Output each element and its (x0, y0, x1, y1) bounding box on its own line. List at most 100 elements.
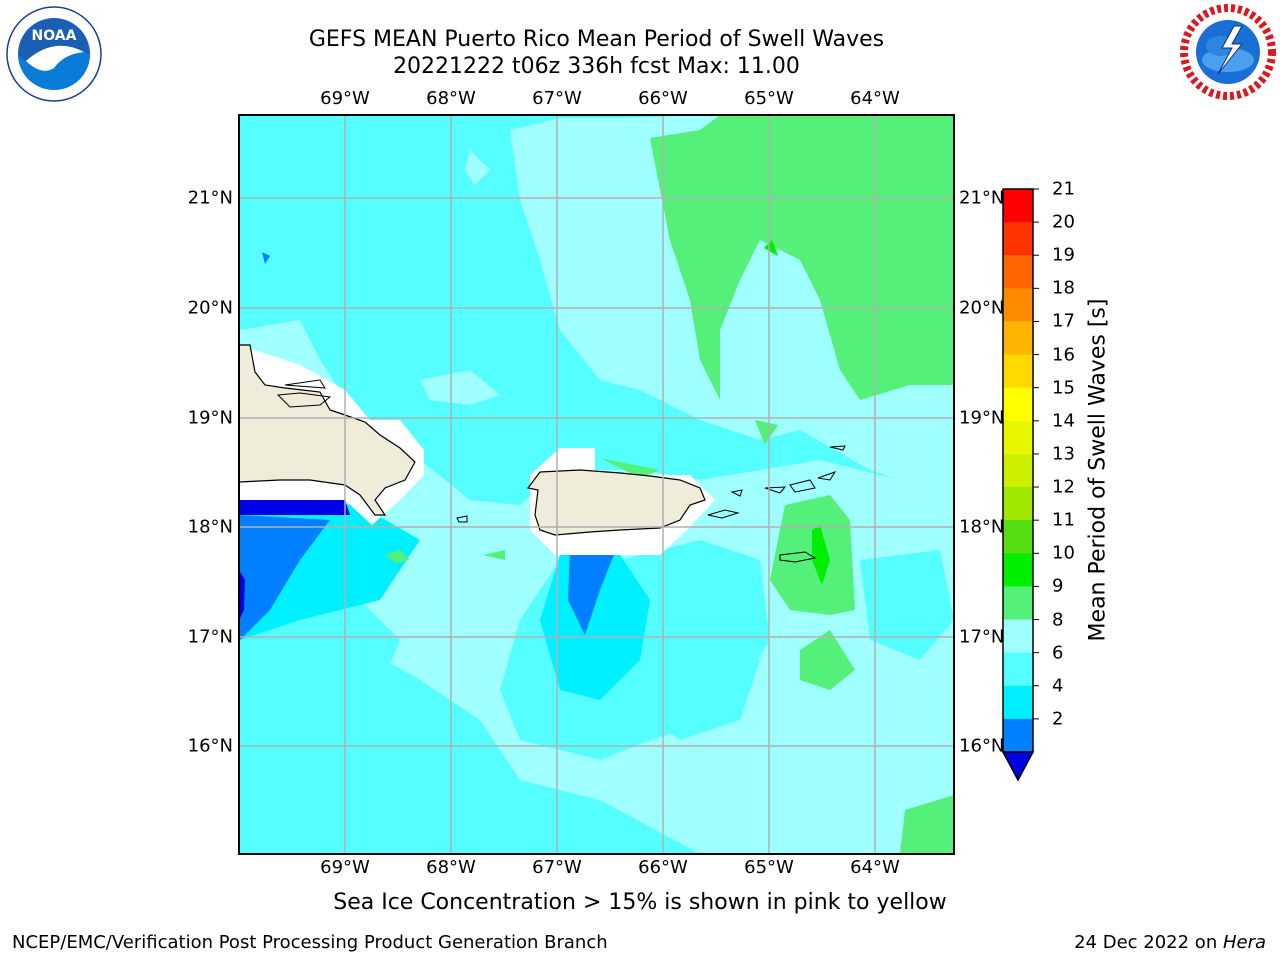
map-subtitle: 20221222 t06z 336h fcst Max: 11.00 (393, 54, 800, 79)
colorbar-tick-label: 11 (1052, 509, 1075, 531)
land-anegada (829, 445, 846, 451)
colorbar-extend-arrow (1001, 751, 1035, 782)
colorbar (1001, 188, 1039, 782)
colorbar-tick-label: 13 (1052, 443, 1075, 465)
swell-region-9-10s (650, 115, 954, 400)
colorbar-tick-label: 10 (1052, 542, 1075, 564)
land-mona-island (456, 515, 468, 523)
land-tortuga (284, 379, 326, 389)
map-title: GEFS MEAN Puerto Rico Mean Period of Swe… (308, 27, 885, 52)
swell-region-8-9s (420, 370, 500, 405)
swell-region-6-8s (860, 550, 954, 660)
colorbar-segment (1003, 453, 1033, 488)
colorbar-segment (1003, 718, 1033, 753)
colorbar-segment (1003, 387, 1033, 422)
swell-region-below-2s (239, 570, 245, 620)
swell-region-10-11s (764, 240, 778, 256)
colorbar-tick-label: 12 (1052, 476, 1075, 498)
swell-region-9-10s (600, 458, 660, 478)
colorbar-frame (1002, 188, 1034, 753)
lon-label: 68°W (426, 857, 476, 878)
land-vieques (707, 509, 740, 519)
colorbar-segment (1003, 685, 1033, 720)
colorbar-tick-label: 6 (1052, 642, 1064, 664)
colorbar-tick-label: 17 (1052, 310, 1075, 332)
lon-label: 67°W (532, 857, 582, 878)
colorbar-segment (1003, 586, 1033, 621)
swell-region-4-6s (540, 555, 650, 700)
colorbar-tick-label: 15 (1052, 377, 1075, 399)
colorbar-segment (1003, 189, 1033, 223)
swell-region-2-4s (262, 252, 270, 264)
svg-text:NOAA: NOAA (32, 28, 77, 44)
colorbar-tick-label: 16 (1052, 344, 1075, 366)
footer-date-text: 24 Dec 2022 on (1074, 932, 1223, 953)
colorbar-tick-label: 14 (1052, 410, 1075, 432)
colorbar-tick-label: 9 (1052, 575, 1064, 597)
swell-region-9-10s (800, 630, 855, 690)
colorbar-segment (1003, 321, 1033, 356)
colorbar-segment (1003, 487, 1033, 521)
lon-label: 67°W (532, 88, 582, 109)
lat-label: 20°N (187, 297, 233, 319)
lon-label: 69°W (320, 88, 370, 109)
colorbar-label: Mean Period of Swell Waves [s] (1085, 298, 1111, 642)
colorbar-tick-label: 20 (1052, 211, 1075, 233)
lon-label: 64°W (850, 857, 900, 878)
lon-label: 69°W (320, 857, 370, 878)
colorbar-segment (1003, 255, 1033, 289)
noaa-logo: NOAA (6, 6, 102, 102)
sea-ice-note: Sea Ice Concentration > 15% is shown in … (0, 890, 1280, 915)
swell-region-below-2s (239, 500, 350, 515)
swell-region-9-10s (385, 550, 410, 563)
lat-label: 20°N (959, 297, 1005, 319)
land-st-croix (779, 551, 817, 563)
lon-label: 66°W (638, 88, 688, 109)
lat-label: 16°N (187, 735, 233, 757)
land-virgin-islands (730, 471, 837, 497)
colorbar-tick-label: 19 (1052, 244, 1075, 266)
land-isla-saona (276, 392, 332, 408)
colorbar-segment (1003, 354, 1033, 389)
footer-credit: NCEP/EMC/Verification Post Processing Pr… (12, 932, 608, 953)
colorbar-segment (1003, 288, 1033, 322)
colorbar-tick-label: 21 (1052, 178, 1075, 200)
swell-region-2-4s (240, 515, 330, 640)
colorbar-segment (1003, 619, 1033, 654)
swell-region-9-10s (483, 550, 505, 560)
colorbar-tick-label: 2 (1052, 708, 1064, 730)
swell-region-10-11s (812, 525, 830, 585)
swell-region-9-10s (900, 795, 954, 854)
lat-label: 17°N (959, 626, 1005, 648)
swell-region-2-4s (568, 550, 615, 635)
swell-region-8-9s (465, 150, 490, 185)
colorbar-segment (1003, 553, 1033, 587)
national-weather-service-logo (1180, 4, 1276, 100)
map-frame (238, 114, 955, 855)
swell-region-6-8s (420, 740, 520, 820)
lon-label: 65°W (744, 88, 794, 109)
lat-label: 21°N (959, 187, 1005, 209)
footer-date: 24 Dec 2022 on Hera (1074, 932, 1266, 953)
graticule (239, 115, 954, 854)
colorbar-tick-label: 4 (1052, 675, 1064, 697)
sea-ice-note-text: Sea Ice Concentration > 15% is shown in … (333, 890, 947, 915)
footer-host: Hera (1222, 932, 1266, 953)
lat-label: 18°N (187, 516, 233, 538)
swell-region-6-8s (620, 620, 760, 740)
lon-label: 65°W (744, 857, 794, 878)
colorbar-segment (1003, 520, 1033, 554)
colorbar-segment (1003, 222, 1033, 256)
swell-region-9-10s (755, 420, 778, 445)
colorbar-tick-label: 8 (1052, 609, 1064, 631)
land-puerto-rico (526, 469, 706, 536)
lat-label: 19°N (187, 407, 233, 429)
colorbar-tick-label: 18 (1052, 277, 1075, 299)
lat-label: 21°N (187, 187, 233, 209)
lon-label: 68°W (426, 88, 476, 109)
latitude-labels-left: 21°N 20°N 19°N 18°N 17°N 16°N (0, 0, 233, 960)
land-hispaniola (239, 344, 416, 516)
lon-label: 66°W (638, 857, 688, 878)
lon-label: 64°W (850, 88, 900, 109)
